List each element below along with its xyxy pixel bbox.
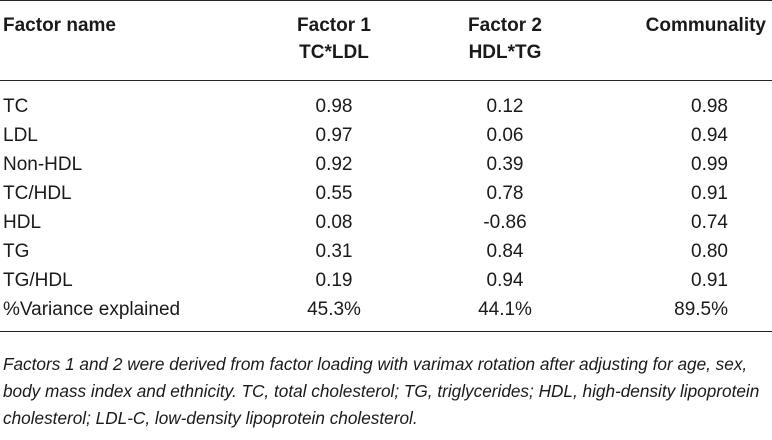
factor-1-value: 0.92	[315, 154, 353, 175]
factor-1-value: 0.55	[315, 183, 353, 204]
factor-2-value: 0.06	[486, 125, 524, 146]
header-factor-name: Factor name	[0, 0, 250, 81]
factor-2-value: 0.12	[486, 96, 524, 117]
table-header: Factor name Factor 1 TC*LDL Factor 2 HDL…	[0, 0, 772, 81]
table-row: Non-HDL 0.92 0.39 0.99	[0, 150, 772, 179]
table-body: TC 0.98 0.12 0.98 LDL 0.97 0.06 0.94 Non…	[0, 81, 772, 332]
communality-value: 0.91	[691, 183, 728, 204]
factor-2-value: 0.84	[486, 241, 524, 262]
row-label: TG/HDL	[3, 270, 73, 291]
factor-1-value: 0.08	[315, 212, 353, 233]
header-factor-2: Factor 2 HDL*TG	[418, 0, 592, 81]
factor-2-value: -0.86	[483, 212, 527, 233]
communality-value: 0.98	[691, 96, 728, 117]
row-label: LDL	[3, 125, 38, 146]
communality-value: 0.91	[691, 270, 728, 291]
table-row: HDL 0.08 -0.86 0.74	[0, 208, 772, 237]
table-row: TC 0.98 0.12 0.98	[0, 81, 772, 122]
row-label: HDL	[3, 212, 42, 233]
row-label: %Variance explained	[0, 295, 250, 332]
table-row: TG 0.31 0.84 0.80	[0, 237, 772, 266]
factor-2-value: 0.78	[486, 183, 524, 204]
total-variance: 89.5%	[592, 295, 772, 332]
factor-2-value: 0.94	[486, 270, 524, 291]
table-row: LDL 0.97 0.06 0.94	[0, 121, 772, 150]
row-label: TG	[3, 241, 30, 262]
table-row: TC/HDL 0.55 0.78 0.91	[0, 179, 772, 208]
factor-1-value: 0.19	[315, 270, 353, 291]
header-row: Factor name Factor 1 TC*LDL Factor 2 HDL…	[0, 0, 772, 81]
factor-2-variance: 44.1%	[418, 295, 592, 332]
header-factor-2-subtitle: HDL*TG	[468, 42, 542, 63]
table-footnote: Factors 1 and 2 were derived from factor…	[3, 354, 760, 429]
table-row: TG/HDL 0.19 0.94 0.91	[0, 266, 772, 295]
communality-value: 0.74	[691, 212, 728, 233]
header-factor-1: Factor 1 TC*LDL	[250, 0, 418, 81]
factor-loading-table: Factor name Factor 1 TC*LDL Factor 2 HDL…	[0, 0, 772, 332]
communality-value: 0.94	[691, 125, 728, 146]
factor-2-value: 0.39	[486, 154, 524, 175]
row-label: Non-HDL	[3, 154, 83, 175]
row-label: TC	[3, 96, 29, 117]
header-factor-1-title: Factor 1	[297, 15, 371, 36]
header-factor-name-label: Factor name	[3, 15, 116, 36]
header-factor-2-title: Factor 2	[468, 15, 542, 36]
communality-value: 0.99	[691, 154, 728, 175]
factor-1-value: 0.97	[315, 125, 353, 146]
variance-explained-row: %Variance explained 45.3% 44.1% 89.5%	[0, 295, 772, 332]
factor-1-value: 0.31	[315, 241, 353, 262]
row-label: TC/HDL	[3, 183, 72, 204]
communality-value: 0.80	[691, 241, 728, 262]
header-factor-1-subtitle: TC*LDL	[299, 42, 369, 63]
factor-1-value: 0.98	[315, 96, 353, 117]
header-communality: Communality	[592, 0, 772, 81]
factor-table-container: Factor name Factor 1 TC*LDL Factor 2 HDL…	[0, 0, 772, 332]
header-communality-label: Communality	[645, 15, 766, 36]
factor-1-variance: 45.3%	[250, 295, 418, 332]
